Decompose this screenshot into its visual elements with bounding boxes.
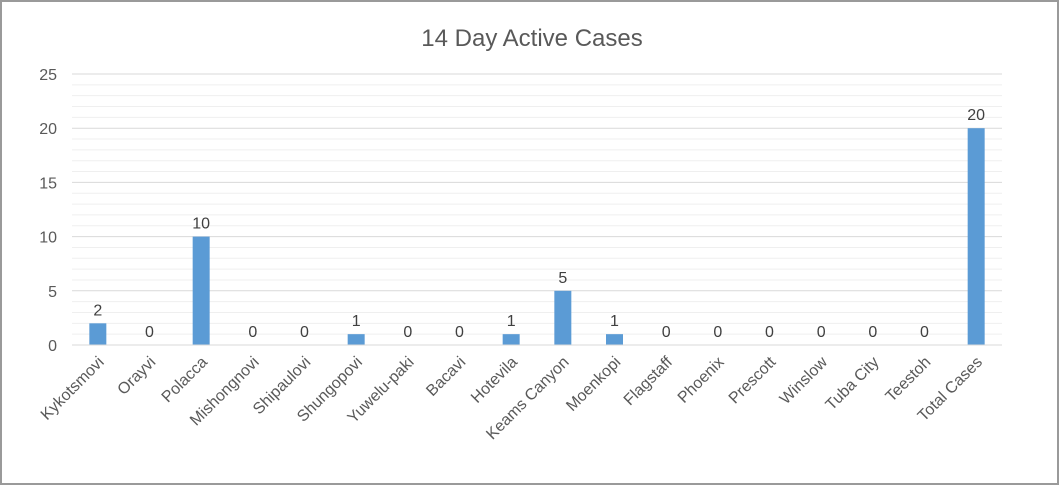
data-label: 10 bbox=[192, 216, 210, 233]
x-tick-label: Kykotsmovi bbox=[38, 354, 108, 424]
gridlines bbox=[72, 73, 1002, 335]
x-tick-label: Bacavi bbox=[423, 354, 469, 400]
data-label: 0 bbox=[662, 324, 671, 341]
x-axis: Kykotsmovi Orayvi PolaccaMishongnoviShipau… bbox=[38, 344, 1002, 443]
data-label: 0 bbox=[920, 324, 929, 341]
data-label: 1 bbox=[507, 313, 516, 330]
data-label: 2 bbox=[93, 302, 102, 319]
data-label: 0 bbox=[248, 324, 257, 341]
y-tick-label: 10 bbox=[39, 230, 57, 247]
data-label: 0 bbox=[300, 324, 309, 341]
y-tick-label: 0 bbox=[48, 338, 57, 355]
bar bbox=[502, 334, 520, 345]
data-label: 0 bbox=[817, 324, 826, 341]
x-tick-label: Hotevila bbox=[468, 354, 521, 407]
data-label: 1 bbox=[610, 313, 619, 330]
x-tick-label: Winslow bbox=[777, 353, 831, 407]
data-label: 0 bbox=[145, 324, 154, 341]
x-tick-label: Moenkopi bbox=[563, 354, 624, 415]
bar bbox=[347, 334, 365, 345]
data-label: 5 bbox=[558, 270, 567, 287]
x-tick-label: Flagstaff bbox=[621, 353, 677, 409]
bar bbox=[967, 128, 985, 345]
bar bbox=[192, 236, 210, 345]
bar bbox=[554, 290, 572, 345]
data-label: 0 bbox=[403, 324, 412, 341]
data-label: 0 bbox=[868, 324, 877, 341]
bar bbox=[606, 334, 623, 345]
bar bbox=[89, 323, 107, 345]
y-axis: 0 5 10 15 20 25 bbox=[39, 67, 57, 355]
x-tick-label: Teestoh bbox=[883, 354, 935, 406]
bars bbox=[89, 128, 985, 345]
data-label: 20 bbox=[967, 107, 985, 124]
y-tick-label: 15 bbox=[39, 175, 57, 192]
y-tick-label: 25 bbox=[39, 67, 57, 84]
chart-title: 14 Day Active Cases bbox=[421, 25, 642, 52]
data-label: 1 bbox=[352, 313, 361, 330]
x-tick-label: Prescott bbox=[726, 353, 780, 407]
data-label: 0 bbox=[713, 324, 722, 341]
data-label: 0 bbox=[455, 324, 464, 341]
x-tick-label: Orayvi bbox=[115, 354, 160, 399]
y-tick-label: 5 bbox=[48, 284, 57, 301]
data-label: 0 bbox=[765, 324, 774, 341]
y-tick-label: 20 bbox=[39, 121, 57, 138]
x-tick-label: Phoenix bbox=[675, 354, 728, 407]
x-tick-label: Tuba City bbox=[823, 354, 883, 414]
x-tick-label: Polacca bbox=[159, 354, 211, 406]
